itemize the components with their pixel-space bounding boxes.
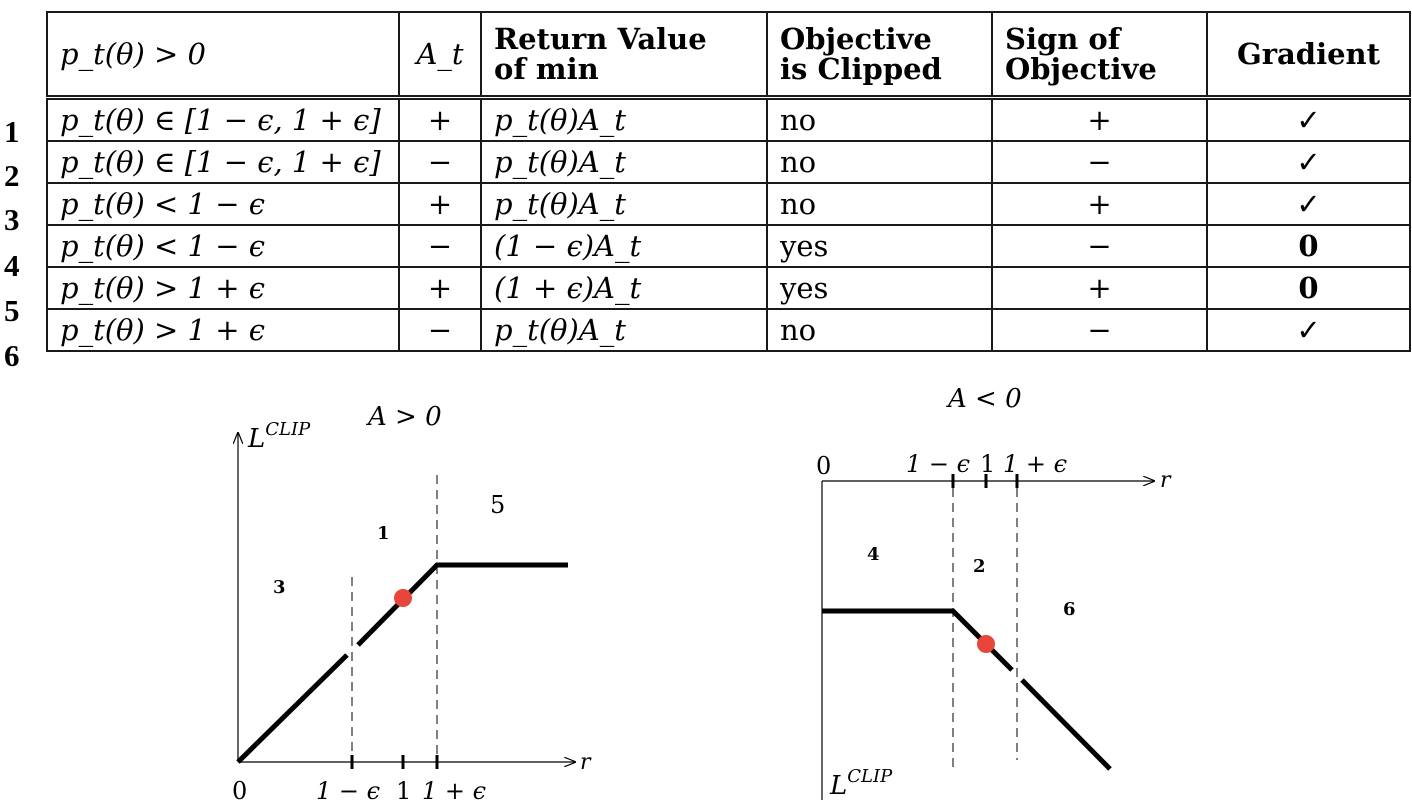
y-axis-label: LCLIP bbox=[829, 766, 893, 800]
table-row: p_t(θ) > 1 + ϵ + (1 + ϵ)A_t yes +0 bbox=[46, 266, 1411, 310]
condition-cell: p_t(θ) < 1 − ϵ bbox=[46, 224, 400, 268]
region-label: 4 bbox=[867, 544, 880, 565]
row-number: 5 bbox=[4, 293, 20, 328]
clipped-cell: no bbox=[766, 140, 993, 184]
plot-title: A > 0 bbox=[366, 402, 442, 432]
region-label: 2 bbox=[973, 556, 986, 577]
region-label: 6 bbox=[1063, 599, 1076, 620]
advantage-sign-cell: − bbox=[398, 308, 482, 352]
region-label: 3 bbox=[273, 577, 286, 598]
objective-line bbox=[236, 653, 349, 764]
row-number: 3 bbox=[4, 202, 20, 237]
row-number: 4 bbox=[4, 248, 20, 283]
plot-a-positive: LCLIP A > 0 r 0 1 − ϵ 1 1 + ϵ 3 1 5 bbox=[232, 402, 592, 800]
clipped-cell: no bbox=[766, 308, 993, 352]
return-value-cell: (1 − ϵ)A_t bbox=[480, 224, 768, 268]
objective-sign-cell: − bbox=[991, 308, 1208, 352]
table-row: p_t(θ) ∈ [1 − ϵ, 1 + ϵ] + p_t(θ)A_t no + ✓ bbox=[46, 95, 1411, 142]
return-value-cell: p_t(θ)A_t bbox=[480, 95, 768, 142]
return-value-cell: (1 + ϵ)A_t bbox=[480, 266, 768, 310]
row-number: 6 bbox=[4, 338, 20, 373]
x-tick-label: 1 bbox=[980, 450, 995, 478]
clipped-cell: no bbox=[766, 182, 993, 226]
table-row: p_t(θ) ∈ [1 − ϵ, 1 + ϵ] − p_t(θ)A_t no − ✓ bbox=[46, 140, 1411, 184]
x-tick-label: 1 bbox=[396, 777, 411, 800]
current-point bbox=[394, 589, 412, 607]
x-tick-label: 0 bbox=[816, 452, 831, 480]
condition-cell: p_t(θ) ∈ [1 − ϵ, 1 + ϵ] bbox=[46, 95, 400, 142]
header-sign: Sign of Objective bbox=[991, 11, 1208, 99]
return-value-cell: p_t(θ)A_t bbox=[480, 308, 768, 352]
condition-cell: p_t(θ) > 1 + ϵ bbox=[46, 266, 400, 310]
header-gradient: Gradient bbox=[1206, 11, 1411, 99]
objective-sign-cell: + bbox=[991, 266, 1208, 310]
objective-sign-cell: − bbox=[991, 140, 1208, 184]
x-tick-label: 1 − ϵ bbox=[316, 777, 380, 800]
x-axis-label: r bbox=[580, 750, 592, 775]
advantage-sign-cell: + bbox=[398, 266, 482, 310]
advantage-sign-cell: + bbox=[398, 95, 482, 142]
gradient-cell: 0 bbox=[1206, 224, 1411, 268]
gradient-cell: ✓ bbox=[1206, 95, 1411, 142]
header-clipped: Objective is Clipped bbox=[766, 11, 993, 99]
gradient-cell: 0 bbox=[1206, 266, 1411, 310]
table-row: p_t(θ) < 1 − ϵ − (1 − ϵ)A_t yes −0 bbox=[46, 224, 1411, 268]
gradient-cell: ✓ bbox=[1206, 140, 1411, 184]
plot-a-negative: A < 0 r LCLIP 0 1 − ϵ 1 1 + ϵ 4 2 6 bbox=[816, 384, 1172, 800]
table-header-row: p_t(θ) > 0 A_t Return Value of min Object… bbox=[46, 11, 1411, 99]
gradient-cell: ✓ bbox=[1206, 308, 1411, 352]
x-tick-label: 1 + ϵ bbox=[1003, 450, 1067, 478]
advantage-sign-cell: − bbox=[398, 224, 482, 268]
header-return-value: Return Value of min bbox=[480, 11, 768, 99]
objective-sign-cell: − bbox=[991, 224, 1208, 268]
row-number: 1 bbox=[4, 114, 20, 149]
row-number: 2 bbox=[4, 158, 20, 193]
objective-line bbox=[356, 562, 568, 647]
x-axis-label: r bbox=[1160, 468, 1172, 493]
condition-cell: p_t(θ) ∈ [1 − ϵ, 1 + ϵ] bbox=[46, 140, 400, 184]
region-label: 5 bbox=[490, 491, 505, 519]
x-tick-label: 1 + ϵ bbox=[422, 777, 486, 800]
objective-line bbox=[1020, 678, 1112, 771]
gradient-cell: ✓ bbox=[1206, 182, 1411, 226]
clipped-cell: yes bbox=[766, 266, 993, 310]
clipped-cell: no bbox=[766, 95, 993, 142]
x-tick-label: 0 bbox=[232, 777, 247, 800]
table-row: p_t(θ) > 1 + ϵ − p_t(θ)A_t no − ✓ bbox=[46, 308, 1411, 352]
advantage-sign-cell: − bbox=[398, 140, 482, 184]
objective-sign-cell: + bbox=[991, 95, 1208, 142]
header-ratio: p_t(θ) > 0 bbox=[46, 11, 400, 99]
x-tick-label: 1 − ϵ bbox=[906, 450, 970, 478]
current-point bbox=[977, 635, 995, 653]
advantage-sign-cell: + bbox=[398, 182, 482, 226]
header-advantage: A_t bbox=[398, 11, 482, 99]
return-value-cell: p_t(θ)A_t bbox=[480, 182, 768, 226]
region-label: 1 bbox=[377, 523, 390, 544]
table-row: p_t(θ) < 1 − ϵ + p_t(θ)A_t no + ✓ bbox=[46, 182, 1411, 226]
condition-cell: p_t(θ) < 1 − ϵ bbox=[46, 182, 400, 226]
objective-sign-cell: + bbox=[991, 182, 1208, 226]
plot-title: A < 0 bbox=[946, 384, 1022, 414]
condition-cell: p_t(θ) > 1 + ϵ bbox=[46, 308, 400, 352]
y-axis-label: LCLIP bbox=[247, 419, 311, 454]
clipped-cell: yes bbox=[766, 224, 993, 268]
return-value-cell: p_t(θ)A_t bbox=[480, 140, 768, 184]
ppo-clip-table: p_t(θ) > 0 A_t Return Value of min Object… bbox=[46, 11, 1411, 352]
